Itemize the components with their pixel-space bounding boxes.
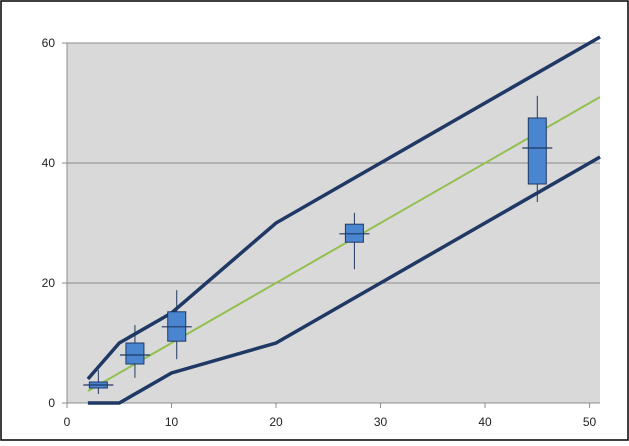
line-lower-band [87, 155, 601, 405]
box-plot [339, 212, 370, 270]
y-tick-labels: 0 20 40 60 [42, 36, 56, 410]
box-plot [83, 370, 114, 394]
x-tick-label: 0 [64, 415, 71, 429]
y-tick-label: 0 [48, 396, 55, 410]
x-tick-label: 30 [374, 415, 388, 429]
plot-area [67, 43, 600, 403]
x-tick-label: 10 [165, 415, 179, 429]
y-tick-label: 40 [42, 156, 56, 170]
x-tick-label: 20 [269, 415, 283, 429]
axes [62, 42, 600, 408]
box-plot [161, 290, 192, 360]
box-plot [119, 325, 150, 378]
line-identity [87, 96, 601, 392]
box-plots [83, 95, 553, 394]
x-tick-label: 50 [583, 415, 597, 429]
box-plot [522, 95, 553, 202]
box-body [527, 117, 547, 185]
y-tick-label: 60 [42, 36, 56, 50]
x-tick-labels: 0 10 20 30 40 50 [64, 415, 597, 429]
x-tick-label: 40 [478, 415, 492, 429]
y-tick-label: 20 [42, 276, 56, 290]
gridlines [67, 42, 600, 284]
box-body [125, 342, 145, 365]
